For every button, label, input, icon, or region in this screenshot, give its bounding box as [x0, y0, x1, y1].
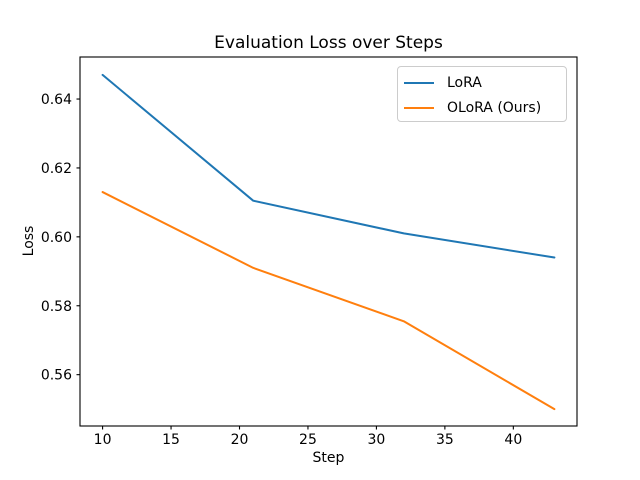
y-tick-label: 0.64 [41, 92, 72, 108]
x-tick-label: 15 [162, 432, 180, 448]
lora-line-swatch [404, 81, 434, 84]
legend: LoRA OLoRA (Ours) [397, 66, 567, 122]
x-axis-label: Step [312, 450, 345, 466]
y-tick-label: 0.60 [41, 230, 72, 246]
x-tick-label: 35 [436, 432, 454, 448]
x-tick-label: 40 [504, 432, 522, 448]
y-tick-label: 0.58 [41, 299, 72, 315]
y-tick-label: 0.56 [41, 368, 72, 384]
x-tick-label: 10 [94, 432, 112, 448]
legend-item-lora: LoRA [404, 70, 566, 95]
y-tick-label: 0.62 [41, 161, 72, 177]
x-tick-label: 20 [231, 432, 249, 448]
axes-spines [79, 56, 578, 427]
x-tick-label: 25 [299, 432, 317, 448]
series-line-0 [101, 73, 556, 259]
legend-item-olora: OLoRA (Ours) [404, 95, 566, 120]
series-line-1 [101, 191, 556, 411]
x-tick-label: 30 [368, 432, 386, 448]
olora-line-swatch [404, 106, 434, 109]
chart-title: Evaluation Loss over Steps [214, 33, 443, 53]
legend-label-olora: OLoRA (Ours) [447, 99, 542, 116]
legend-label-lora: LoRA [447, 74, 482, 91]
